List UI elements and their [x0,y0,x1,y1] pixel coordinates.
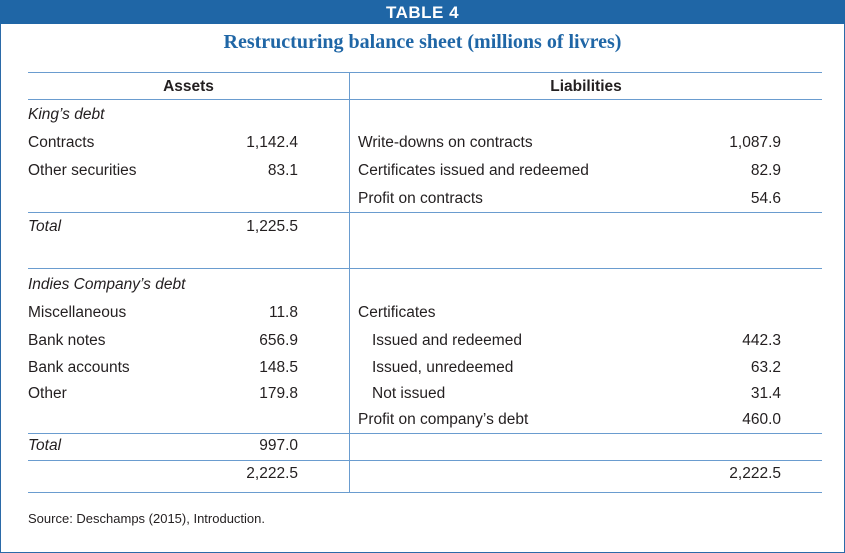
liability-value: 82.9 [750,162,781,179]
certificates-heading: Certificates [358,304,436,321]
rule-kings-total-bottom [28,268,822,269]
asset-value: 148.5 [259,359,298,376]
indies-debt-heading: Indies Company’s debt [28,276,186,293]
liability-label: Certificates issued and redeemed [358,162,589,179]
asset-label: Other securities [28,162,137,179]
asset-value: 179.8 [259,385,298,402]
liability-value: 54.6 [750,190,781,207]
asset-label: Bank accounts [28,359,130,376]
asset-value: 83.1 [267,162,298,179]
liabilities-header: Liabilities [550,78,622,95]
rule-kings-total-top [28,212,822,213]
rule-header [28,99,822,100]
assets-header: Assets [163,78,214,95]
asset-label: Other [28,385,67,402]
kings-total-label: Total [28,218,62,235]
liability-value: 1,087.9 [729,134,781,151]
source-note: Source: Deschamps (2015), Introduction. [28,511,266,526]
asset-label: Bank notes [28,332,106,349]
column-divider [349,73,350,492]
rule-indies-total-top [28,433,822,434]
rule-grand-total-top [28,460,822,461]
table-label: TABLE 4 [0,0,845,24]
liability-label: Issued and redeemed [372,332,522,349]
kings-debt-heading: King’s debt [28,106,105,123]
rule-top [28,72,822,73]
asset-label: Miscellaneous [28,304,127,321]
kings-total-value: 1,225.5 [246,218,298,235]
liability-label: Profit on contracts [358,190,483,207]
liability-value: 442.3 [742,332,781,349]
rule-bottom [28,492,822,493]
grand-total-assets: 2,222.5 [246,465,298,482]
asset-value: 1,142.4 [246,134,298,151]
liability-value: 460.0 [742,411,781,428]
asset-value: 11.8 [268,304,298,321]
asset-label: Contracts [28,134,95,151]
table-title: Restructuring balance sheet (millions of… [223,31,622,53]
liability-value: 31.4 [750,385,781,402]
liability-label: Profit on company’s debt [358,411,529,428]
liability-label: Write-downs on contracts [358,134,533,151]
indies-total-value: 997.0 [259,437,298,454]
grand-total-liabilities: 2,222.5 [729,465,781,482]
liability-label: Not issued [372,385,446,402]
liability-label: Issued, unredeemed [372,359,514,376]
liability-value: 63.2 [750,359,781,376]
indies-total-label: Total [28,437,62,454]
asset-value: 656.9 [259,332,298,349]
